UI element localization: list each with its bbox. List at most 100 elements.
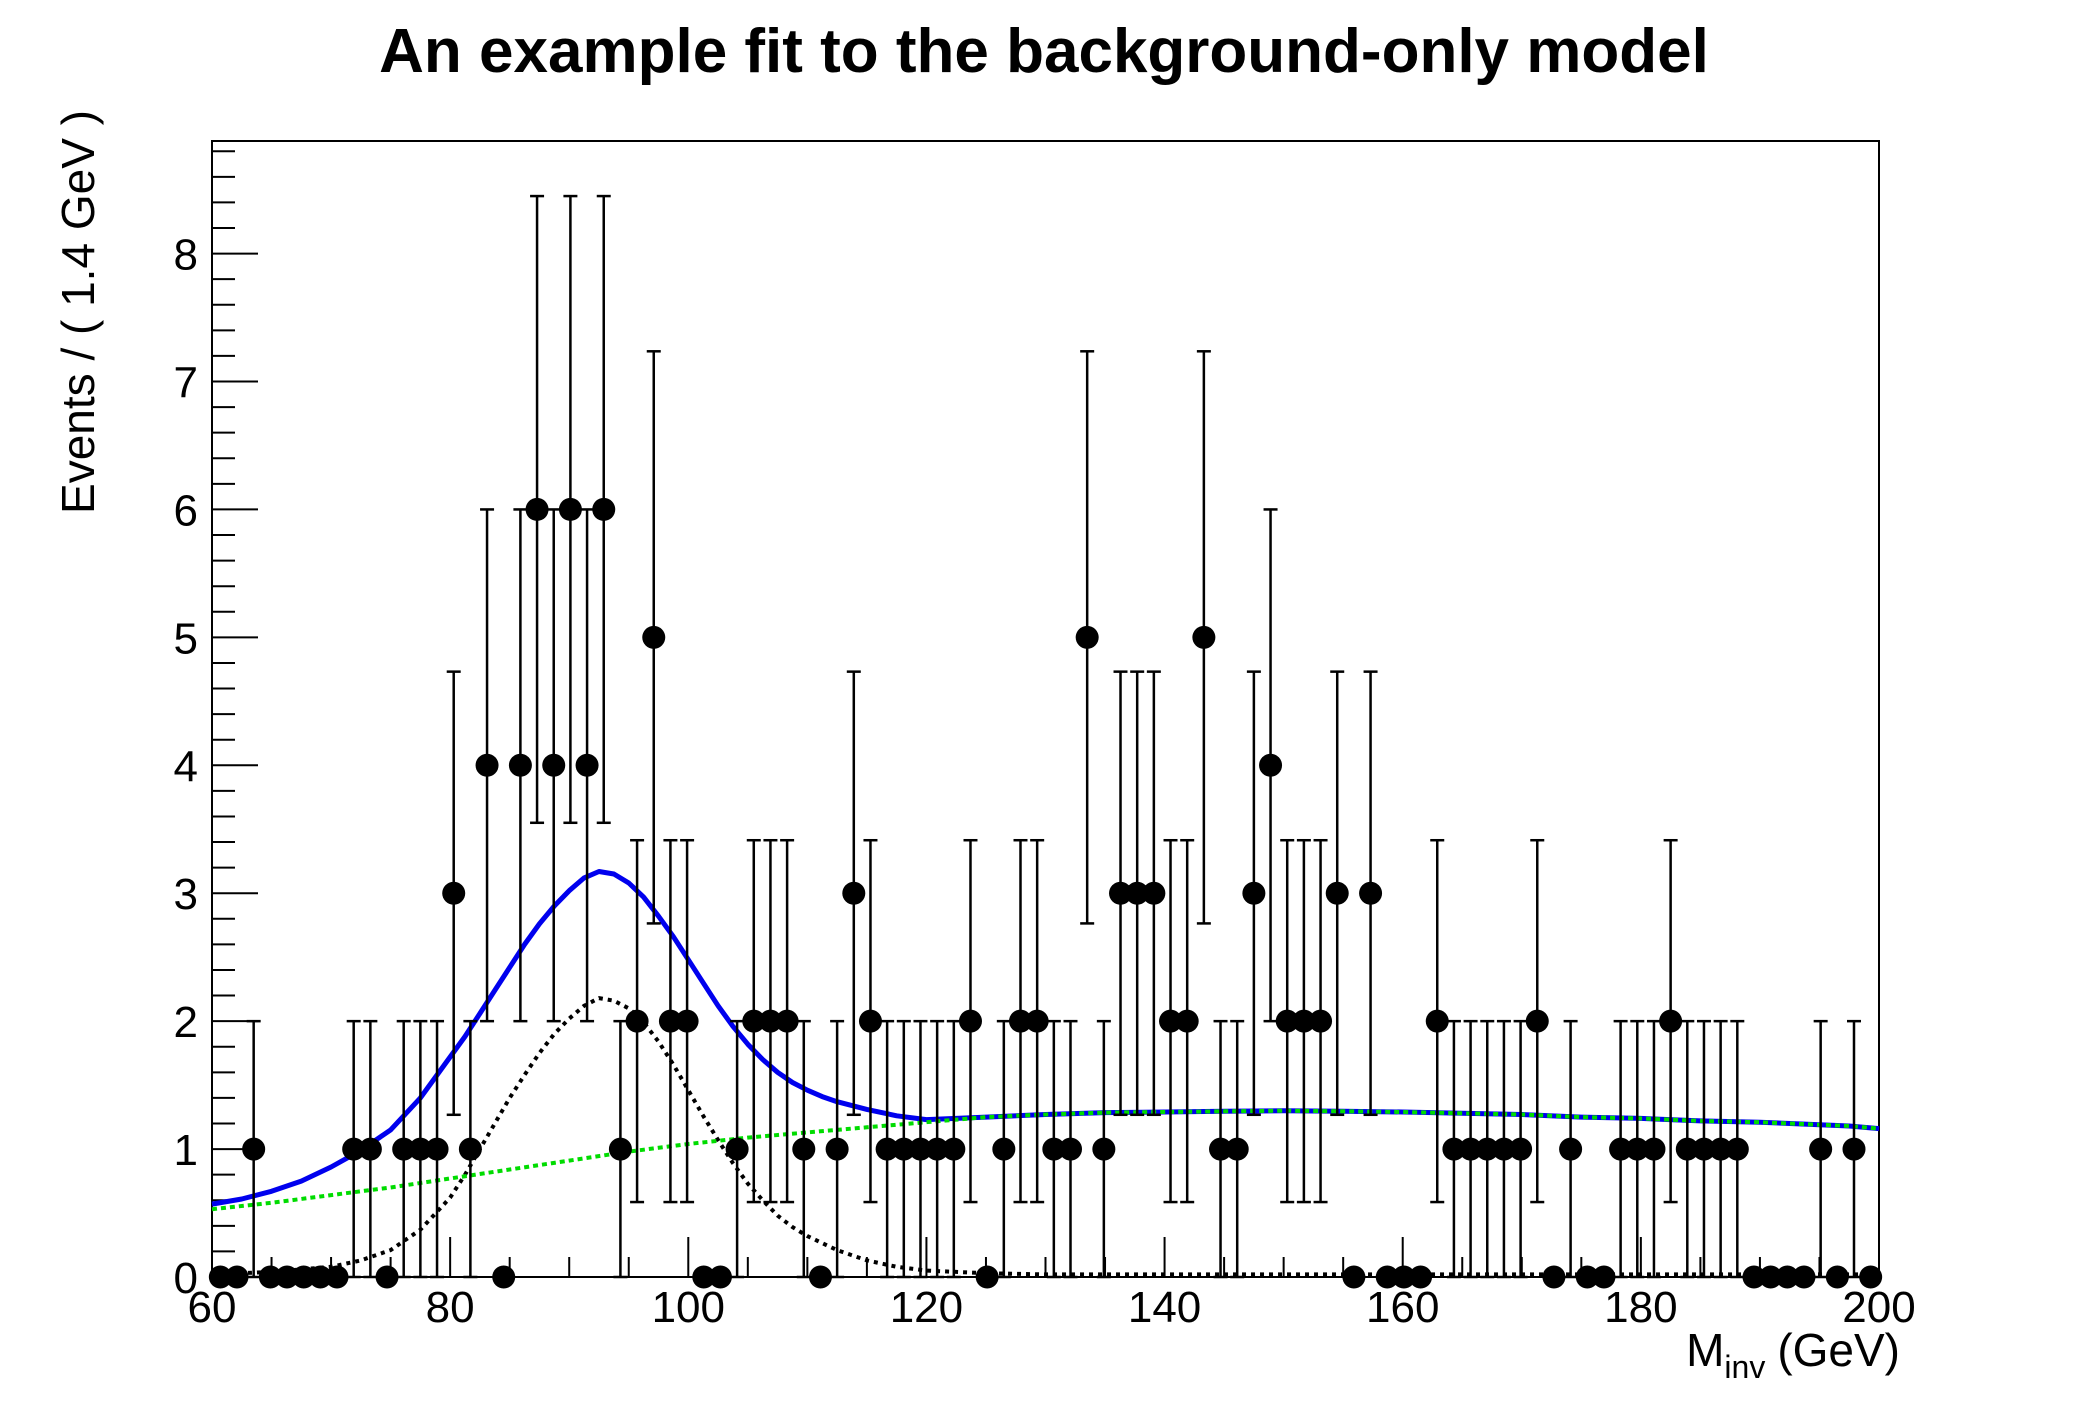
data-point xyxy=(1492,1137,1516,1161)
data-point xyxy=(1275,1009,1299,1033)
data-point xyxy=(775,1009,799,1033)
data-point xyxy=(1109,881,1133,905)
data-point xyxy=(325,1265,349,1289)
data-point xyxy=(692,1265,716,1289)
y-axis-tick-label: 4 xyxy=(174,742,198,791)
data-point xyxy=(1025,1009,1049,1033)
data-point xyxy=(1475,1137,1499,1161)
data-point xyxy=(925,1137,949,1161)
data-point xyxy=(1175,1009,1199,1033)
y-axis-tick-label: 0 xyxy=(174,1254,198,1303)
data-point xyxy=(1559,1137,1583,1161)
data-point xyxy=(1759,1265,1783,1289)
y-axis-title: Events / ( 1.4 GeV ) xyxy=(52,110,104,514)
data-point xyxy=(275,1265,299,1289)
data-point xyxy=(575,753,599,777)
data-point xyxy=(1075,625,1099,649)
data-point xyxy=(1142,881,1166,905)
data-point xyxy=(1809,1137,1833,1161)
data-point xyxy=(942,1137,966,1161)
data-point xyxy=(592,497,616,521)
data-point xyxy=(358,1137,382,1161)
data-point xyxy=(225,1265,249,1289)
data-point xyxy=(1842,1137,1866,1161)
data-point xyxy=(1259,753,1283,777)
x-axis-tick-label: 160 xyxy=(1366,1283,1439,1332)
data-point xyxy=(892,1137,916,1161)
data-point xyxy=(792,1137,816,1161)
data-point xyxy=(1059,1137,1083,1161)
data-point xyxy=(1242,881,1266,905)
x-axis-tick-label: 180 xyxy=(1604,1283,1677,1332)
x-axis-title: Minv (GeV) xyxy=(1686,1324,1900,1385)
data-point xyxy=(1525,1009,1549,1033)
plot-frame xyxy=(211,140,1880,1278)
x-axis-tick-label: 60 xyxy=(188,1283,237,1332)
data-point xyxy=(1825,1265,1849,1289)
data-point xyxy=(1592,1265,1616,1289)
x-axis-tick-label: 80 xyxy=(426,1283,475,1332)
x-axis-title-main: M xyxy=(1686,1324,1724,1376)
data-point xyxy=(1309,1009,1333,1033)
data-point xyxy=(1359,881,1383,905)
data-point xyxy=(725,1137,749,1161)
data-point xyxy=(1775,1265,1799,1289)
data-point xyxy=(542,753,566,777)
data-point xyxy=(492,1265,516,1289)
data-point xyxy=(908,1137,932,1161)
data-point xyxy=(1042,1137,1066,1161)
y-axis-tick-label: 2 xyxy=(174,998,198,1047)
data-point xyxy=(458,1137,482,1161)
data-point xyxy=(675,1009,699,1033)
data-point xyxy=(308,1265,332,1289)
data-point xyxy=(1642,1137,1666,1161)
data-point xyxy=(1542,1265,1566,1289)
data-point xyxy=(1625,1137,1649,1161)
data-point xyxy=(992,1137,1016,1161)
data-point xyxy=(342,1137,366,1161)
x-axis-title-rest: (GeV) xyxy=(1777,1324,1900,1376)
data-point xyxy=(1342,1265,1366,1289)
data-point xyxy=(1609,1137,1633,1161)
data-point xyxy=(1859,1265,1883,1289)
data-point xyxy=(258,1265,282,1289)
background-component-curve xyxy=(211,1108,1880,1212)
data-point xyxy=(658,1009,682,1033)
data-point xyxy=(975,1265,999,1289)
data-point xyxy=(442,881,466,905)
data-point xyxy=(475,753,499,777)
data-point xyxy=(292,1265,316,1289)
data-point xyxy=(1442,1137,1466,1161)
data-point xyxy=(1425,1009,1449,1033)
data-point xyxy=(1008,1009,1032,1033)
data-point xyxy=(808,1265,832,1289)
x-axis-tick-label: 140 xyxy=(1128,1283,1201,1332)
data-point xyxy=(1459,1137,1483,1161)
data-point xyxy=(758,1009,782,1033)
data-point xyxy=(1742,1265,1766,1289)
data-point xyxy=(1675,1137,1699,1161)
x-axis-title-sub: inv xyxy=(1724,1349,1765,1385)
data-point xyxy=(1225,1137,1249,1161)
data-point xyxy=(408,1137,432,1161)
data-point xyxy=(1659,1009,1683,1033)
data-point xyxy=(742,1009,766,1033)
y-axis-tick-label: 5 xyxy=(174,614,198,663)
chart-title: An example fit to the background-only mo… xyxy=(379,17,1709,86)
y-axis-tick-label: 1 xyxy=(174,1126,198,1175)
data-point xyxy=(625,1009,649,1033)
data-point xyxy=(825,1137,849,1161)
data-point xyxy=(525,497,549,521)
x-axis-tick-label: 100 xyxy=(652,1283,725,1332)
data-point xyxy=(1709,1137,1733,1161)
data-point xyxy=(875,1137,899,1161)
data-point xyxy=(508,753,532,777)
data-point xyxy=(1292,1009,1316,1033)
data-point xyxy=(1375,1265,1399,1289)
y-axis-tick-label: 6 xyxy=(174,486,198,535)
data-point xyxy=(242,1137,266,1161)
data-point xyxy=(1392,1265,1416,1289)
data-point xyxy=(375,1265,399,1289)
